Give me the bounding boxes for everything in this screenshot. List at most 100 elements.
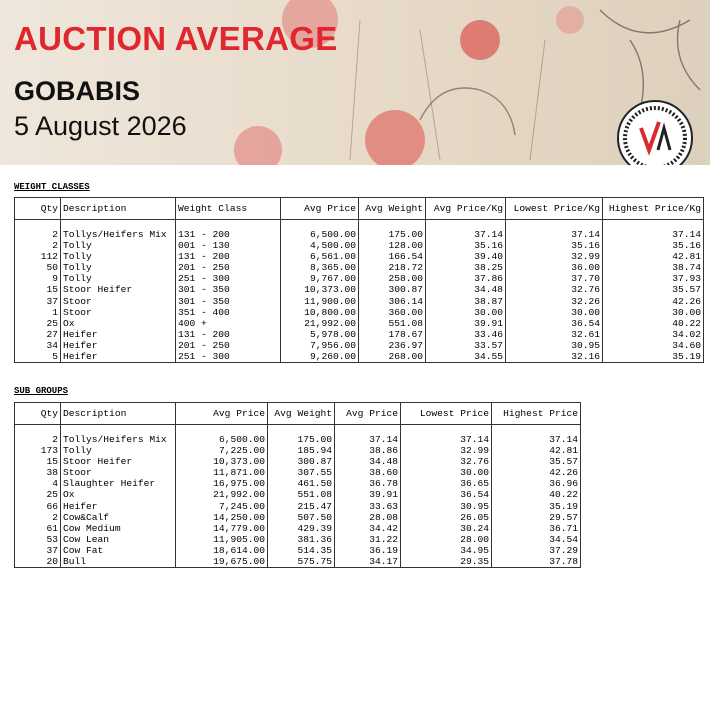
cell: 6,561.00 bbox=[280, 251, 359, 263]
sketch bbox=[419, 87, 516, 136]
header-row: Qty Description Avg Price Avg Weight Avg Pri… bbox=[14, 402, 581, 425]
cell: 112 bbox=[14, 251, 61, 263]
cell: 30.95 bbox=[400, 500, 492, 512]
cell: 34.48 bbox=[425, 284, 506, 296]
cell: Tollys/Heifers Mix bbox=[60, 424, 176, 446]
cell: 131 - 200 bbox=[175, 251, 281, 263]
cell: 32.99 bbox=[505, 251, 603, 263]
cell: 166.54 bbox=[358, 251, 426, 263]
column-header: Highest Price bbox=[491, 402, 581, 425]
cell: 35.19 bbox=[491, 500, 581, 512]
cell: 514.35 bbox=[267, 544, 335, 557]
cell: 38.74 bbox=[602, 262, 704, 274]
sub-groups-table: Qty Description Avg Price Avg Weight Avg Pri… bbox=[14, 402, 581, 569]
header-row: Qty Description Weight Class Avg Price Avg W… bbox=[14, 197, 704, 220]
section-label: SUB GROUPS bbox=[14, 386, 69, 396]
cell: 10,373.00 bbox=[175, 456, 268, 468]
cell: 301 - 350 bbox=[175, 284, 281, 296]
cell: 38.87 bbox=[425, 295, 506, 307]
cell: 461.50 bbox=[267, 478, 335, 490]
cell: 575.75 bbox=[267, 556, 335, 569]
cell: 37.14 bbox=[491, 424, 581, 446]
row: 9 Tolly 251 - 300 9,767.00 258.00 37.86 37.70 3… bbox=[14, 273, 704, 285]
cell: 38.86 bbox=[334, 445, 401, 457]
row: 15 Stoor Heifer 10,373.00 300.87 34.48 32.76 3… bbox=[14, 456, 581, 468]
cell: 268.00 bbox=[358, 351, 426, 364]
cell: 34.55 bbox=[425, 351, 506, 364]
cell: 36.78 bbox=[334, 478, 401, 490]
cell: 4,500.00 bbox=[280, 240, 359, 252]
cell: 300.87 bbox=[267, 456, 335, 468]
stem bbox=[349, 19, 546, 161]
cell: 28.00 bbox=[400, 533, 492, 545]
cell: 400 + bbox=[175, 317, 281, 329]
cell: 36.54 bbox=[505, 317, 603, 329]
cell: Ox bbox=[60, 317, 176, 329]
cell: 507.50 bbox=[267, 511, 335, 523]
poppy bbox=[365, 110, 425, 165]
poppy bbox=[282, 0, 338, 48]
cell: 37.93 bbox=[602, 273, 704, 285]
logo-mark bbox=[656, 122, 672, 151]
cell: 38 bbox=[14, 467, 61, 479]
cell: Tolly bbox=[60, 445, 176, 457]
cell: 175.00 bbox=[267, 424, 335, 446]
column-header: Lowest Price bbox=[400, 402, 492, 425]
cell: 37.14 bbox=[400, 424, 492, 446]
cell: 19,675.00 bbox=[175, 556, 268, 569]
cell: 7,245.00 bbox=[175, 500, 268, 512]
cell: 5,978.00 bbox=[280, 328, 359, 340]
cell: 2 bbox=[14, 240, 61, 252]
cell: 37.14 bbox=[425, 219, 506, 241]
cell: 36.00 bbox=[505, 262, 603, 274]
cell: 38.60 bbox=[334, 467, 401, 479]
cell: 306.14 bbox=[358, 295, 426, 307]
cell: 175.00 bbox=[358, 219, 426, 241]
cell: Stoor bbox=[60, 467, 176, 479]
cell: 001 - 130 bbox=[175, 240, 281, 252]
row: 38 Stoor 11,871.00 307.55 38.60 30.00 42.26 bbox=[14, 467, 581, 479]
cell: 18,614.00 bbox=[175, 544, 268, 557]
cell: 6,500.00 bbox=[280, 219, 359, 241]
cell: 5 bbox=[14, 351, 61, 364]
cell: Ox bbox=[60, 489, 176, 501]
cell: 28.08 bbox=[334, 511, 401, 523]
cell: 30.24 bbox=[400, 522, 492, 534]
cell: Cow&Calf bbox=[60, 511, 176, 523]
cell: 36.65 bbox=[400, 478, 492, 490]
cell: 37.14 bbox=[602, 219, 704, 241]
cell: 7,956.00 bbox=[280, 339, 359, 352]
cell: 351 - 400 bbox=[175, 306, 281, 318]
cell: Heifer bbox=[60, 351, 176, 364]
cell: 36.54 bbox=[400, 489, 492, 501]
table-body: 2 Tollys/Heifers Mix 131 - 200 6,500.00 175.… bbox=[14, 219, 704, 364]
row: 1 Stoor 351 - 400 10,800.00 360.00 30.00 30.00… bbox=[14, 306, 704, 318]
row: 15 Stoor Heifer 301 - 350 10,373.00 300.87 34… bbox=[14, 284, 704, 296]
cell: 300.87 bbox=[358, 284, 426, 296]
row: 37 Stoor 301 - 350 11,900.00 306.14 38.87 32.2… bbox=[14, 295, 704, 307]
cell: 31.22 bbox=[334, 533, 401, 545]
cell: Cow Medium bbox=[60, 522, 176, 534]
row: 5 Heifer 251 - 300 9,260.00 268.00 34.55 32.16… bbox=[14, 351, 704, 364]
cell: Cow Fat bbox=[60, 544, 176, 557]
cell: 2 bbox=[14, 219, 61, 241]
row: 25 Ox 400 +21,992.00 551.08 39.91 36.54 40.22 bbox=[14, 317, 704, 329]
column-header: Highest Price/Kg bbox=[602, 197, 704, 220]
cell: 42.26 bbox=[491, 467, 581, 479]
cell: 9,260.00 bbox=[280, 351, 359, 364]
cell: 39.91 bbox=[334, 489, 401, 501]
cell: 10,800.00 bbox=[280, 306, 359, 318]
row: 27 Heifer 131 - 200 5,978.00 178.67 33.46 32.6… bbox=[14, 328, 704, 340]
cell: 33.46 bbox=[425, 328, 506, 340]
cell: 6,500.00 bbox=[175, 424, 268, 446]
column-header: Avg Weight bbox=[358, 197, 426, 220]
cell: 27 bbox=[14, 328, 61, 340]
cell: 4 bbox=[14, 478, 61, 490]
header-banner: AUCTION AVERAGE GOBABIS 5 August 2026 bbox=[0, 0, 710, 165]
cell: 307.55 bbox=[267, 467, 335, 479]
cell: 15 bbox=[14, 456, 61, 468]
cell: 8,365.00 bbox=[280, 262, 359, 274]
cell: 37.70 bbox=[505, 273, 603, 285]
cell: Bull bbox=[60, 556, 176, 569]
